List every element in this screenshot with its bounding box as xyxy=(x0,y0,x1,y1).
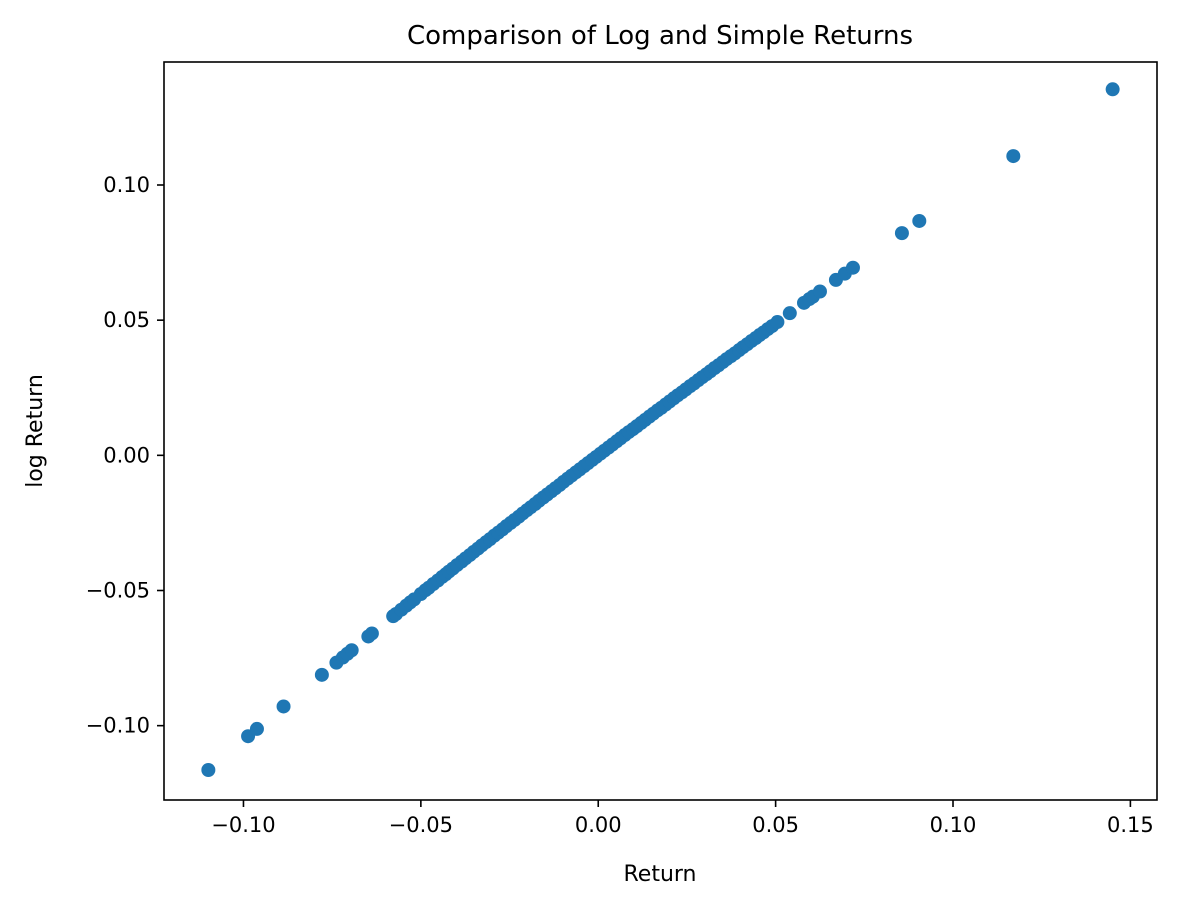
x-tick-label: 0.10 xyxy=(930,813,977,837)
data-point xyxy=(276,699,291,714)
data-point xyxy=(912,213,927,228)
data-point xyxy=(845,260,860,275)
y-tick-label: 0.00 xyxy=(103,443,150,467)
x-tick-label: −0.10 xyxy=(211,813,275,837)
data-point xyxy=(201,762,216,777)
y-tick-label: 0.05 xyxy=(103,308,150,332)
data-point xyxy=(314,667,329,682)
x-tick-label: −0.05 xyxy=(389,813,453,837)
data-point xyxy=(364,626,379,641)
data-point xyxy=(1105,82,1120,97)
x-tick-label: 0.00 xyxy=(575,813,622,837)
y-axis: −0.10 −0.05 0.00 0.05 0.10 xyxy=(86,173,164,738)
y-axis-label: log Return xyxy=(23,374,48,488)
data-point xyxy=(812,284,827,299)
data-point xyxy=(344,643,359,658)
x-tick-label: 0.15 xyxy=(1107,813,1154,837)
plot-area xyxy=(201,82,1120,777)
data-point xyxy=(782,306,797,321)
data-point xyxy=(1006,149,1021,164)
axes-frame xyxy=(163,61,1158,801)
data-point xyxy=(249,721,264,736)
y-tick-label: −0.05 xyxy=(86,578,150,602)
y-tick-label: 0.10 xyxy=(103,173,150,197)
x-axis-label: Return xyxy=(623,862,696,887)
chart-title: Comparison of Log and Simple Returns xyxy=(407,21,913,51)
data-point xyxy=(770,315,785,330)
data-point xyxy=(894,226,909,241)
y-tick-label: −0.10 xyxy=(86,714,150,738)
x-tick-label: 0.05 xyxy=(752,813,799,837)
x-axis: −0.10 −0.05 0.00 0.05 0.10 0.15 xyxy=(211,800,1154,837)
